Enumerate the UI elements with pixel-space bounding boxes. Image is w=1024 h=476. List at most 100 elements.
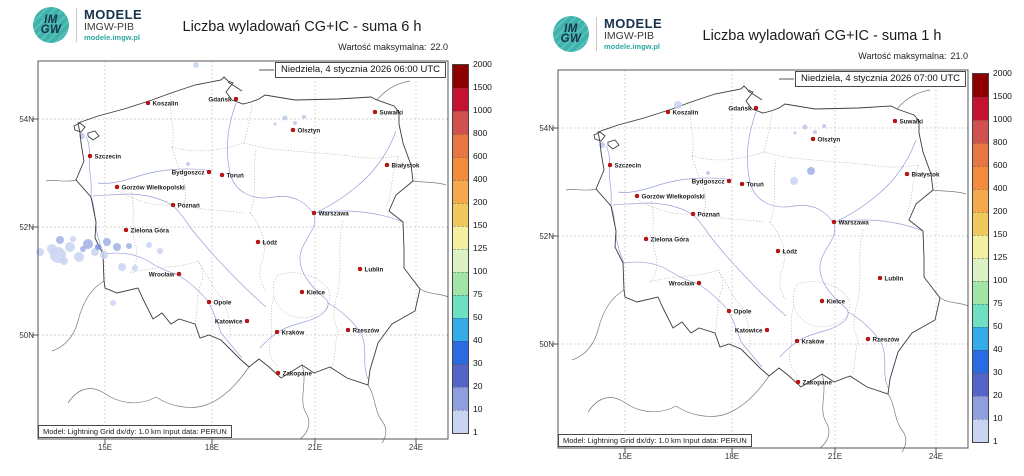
latitude-label: 54N [539,124,554,133]
city-dot [384,162,390,168]
color-scale-tick-label: 600 [993,160,1008,170]
city-dot [357,266,363,272]
lightning-cell [36,248,44,256]
city-label: Białystok [912,171,940,178]
city-dot [311,210,317,216]
color-scale-segment [973,74,988,97]
lightning-cell [91,248,99,256]
max-value-line: Wartość maksymalna: 22.0 [338,42,448,52]
latitude-label: 52N [19,223,34,232]
city-label: Zakopane [283,370,313,377]
city-dot [607,162,613,168]
model-info-box: Model: Lightning Grid dx/dy: 1.0 km Inpu… [38,425,232,438]
brand-name: MODELE [604,15,663,31]
color-scale-tick-label: 20 [473,381,483,391]
city-dot [696,280,702,286]
graticule [558,70,968,448]
city-label: Koszalin [153,100,179,107]
brand-url-link[interactable]: modele.imgw.pl [84,33,140,43]
city-dot [795,379,801,385]
lightning-cell [146,242,152,248]
city-label: Bydgoszcz [692,178,725,185]
brand-block: MODELE IMGW-PIB modele.imgw.pl [604,15,663,52]
lightning-cell [807,167,815,175]
city-dot [145,100,151,106]
color-scale-segment [453,180,468,203]
color-scale-segment [973,396,988,419]
timestamp-box: Niedziela, 4 stycznia 2026 07:00 UTC [795,71,966,87]
city-label: Łódź [263,239,278,246]
city-dot [123,227,129,233]
city-label: Rzeszów [353,327,380,334]
forecast-panel-1h: IM GW MODELE IMGW-PIB modele.imgw.pl Lic… [520,9,1024,476]
imgw-logo: IM GW MODELE IMGW-PIB modele.imgw.pl [553,16,662,52]
color-scale-tick-label: 1000 [473,105,492,115]
lightning-cell [95,244,101,250]
city-label: Białystok [392,162,420,169]
color-scale-segment [973,281,988,304]
color-scale-tick-label: 400 [993,183,1008,193]
city-dot [274,329,280,335]
brand-url-link[interactable]: modele.imgw.pl [604,42,660,52]
city-dot [753,105,759,111]
lightning-cell [83,239,93,249]
city-dot [819,298,825,304]
color-scale-tick-label: 1000 [993,114,1012,124]
color-scale-tick-label: 10 [473,404,483,414]
city-dot [865,336,871,342]
city-dot [892,118,898,124]
color-scale-segment [973,419,988,442]
lakes [599,124,826,175]
logo-text-top: IM [564,23,578,35]
logo-text-bottom: GW [40,24,62,36]
max-value-label: Wartość maksymalna: [338,42,427,52]
city-label: Lublin [885,275,904,282]
color-scale-segment [453,272,468,295]
color-scale-segment [453,364,468,387]
color-scale-tick-label: 10 [993,413,1003,423]
city-label: Olsztyn [818,136,841,143]
longitude-label: 21E [307,443,323,452]
lightning-cell [193,62,199,68]
rivers [85,102,404,380]
color-scale-tick-label: 150 [473,220,488,230]
city-dot [831,219,837,225]
logo-text-top: IM [44,14,58,26]
color-scale-tick-label: 1500 [473,82,492,92]
color-scale-segment [453,341,468,364]
color-scale-segment [453,226,468,249]
city-dot [87,153,93,159]
lightning-cell [132,265,138,271]
city-dot [275,370,281,376]
logo-divider [76,8,77,42]
rivers [605,111,924,389]
logo-text-bottom: GW [560,33,582,45]
panel-title: Liczba wyladowań CG+IC - suma 1 h [702,28,942,44]
color-scale-segment [973,327,988,350]
color-scale-segment [973,189,988,212]
city-label: Warszawa [319,210,350,217]
color-scale-tick-label: 200 [993,206,1008,216]
city-dot [877,275,883,281]
city-label: Koszalin [673,109,699,116]
color-scale-tick-label: 20 [993,390,1003,400]
color-scale-segment [453,410,468,433]
color-scale-tick-label: 125 [993,252,1008,262]
color-scale-tick-label: 150 [993,229,1008,239]
color-scale-tick-label: 40 [473,335,483,345]
max-value: 21.0 [950,51,968,61]
city-dot [114,184,120,190]
timestamp-box: Niedziela, 4 stycznia 2026 06:00 UTC [275,62,446,78]
city-dot [372,109,378,115]
city-dot [726,178,732,184]
foreign-borders [45,80,449,444]
latitude-label: 50N [19,331,34,340]
color-scale-bar [452,64,469,434]
longitude-label: 24E [928,452,944,461]
color-scale-tick-label: 30 [473,358,483,368]
city-dot [634,193,640,199]
lightning-cell [70,236,76,242]
city-label: Suwałki [380,109,404,116]
city-dot [904,171,910,177]
lightning-cell [113,243,121,251]
